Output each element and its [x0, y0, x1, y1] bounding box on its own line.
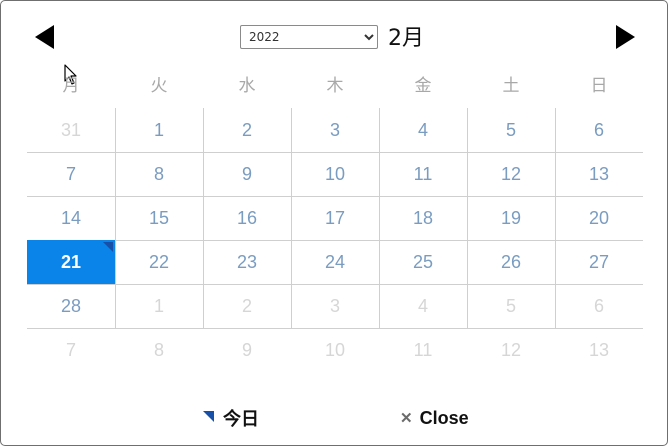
- day-cell[interactable]: 8: [153, 163, 164, 184]
- grid-divider: [27, 284, 643, 285]
- day-cell[interactable]: 16: [236, 207, 258, 228]
- mouse-pointer-icon: [64, 64, 78, 86]
- day-cell[interactable]: 11: [413, 339, 433, 360]
- grid-divider: [115, 108, 116, 328]
- weekday-label: 金: [414, 76, 432, 96]
- weekday-label: 日: [590, 76, 608, 96]
- today-button[interactable]: 今日: [203, 405, 259, 431]
- triangle-left-icon: [35, 25, 54, 49]
- weekday-label: 木: [326, 76, 344, 96]
- grid-divider: [555, 108, 556, 328]
- day-cell[interactable]: 6: [593, 119, 604, 140]
- grid-divider: [379, 108, 380, 328]
- day-cell[interactable]: 3: [329, 119, 340, 140]
- day-cell[interactable]: 9: [241, 339, 252, 360]
- day-cell[interactable]: 12: [500, 163, 522, 184]
- day-cell[interactable]: 24: [324, 251, 346, 272]
- month-label: 2月: [388, 26, 424, 51]
- day-cell[interactable]: 7: [65, 339, 76, 360]
- weekday-label: 火: [150, 76, 168, 96]
- day-cell[interactable]: 10: [324, 339, 346, 360]
- day-cell[interactable]: 7: [65, 163, 76, 184]
- next-month-button[interactable]: [615, 25, 635, 49]
- day-cell[interactable]: 6: [593, 295, 604, 316]
- day-cell[interactable]: 28: [60, 295, 82, 316]
- day-cell[interactable]: 1: [153, 119, 164, 140]
- prev-month-button[interactable]: [35, 25, 55, 49]
- weekday-label: 水: [238, 76, 256, 96]
- x-icon: ✕: [400, 410, 413, 427]
- day-cell[interactable]: 8: [153, 339, 164, 360]
- day-cell[interactable]: 4: [417, 295, 428, 316]
- day-cell[interactable]: 13: [588, 339, 610, 360]
- day-cell[interactable]: 17: [324, 207, 346, 228]
- year-select[interactable]: 20202021202220232024: [240, 25, 378, 49]
- grid-divider: [27, 196, 643, 197]
- day-cell[interactable]: 3: [329, 295, 340, 316]
- day-cell[interactable]: 13: [588, 163, 610, 184]
- day-cell[interactable]: 2: [241, 119, 252, 140]
- day-cell[interactable]: 14: [60, 207, 82, 228]
- close-button[interactable]: ✕ Close: [400, 405, 469, 431]
- day-cell[interactable]: 2: [241, 295, 252, 316]
- grid-divider: [27, 152, 643, 153]
- grid-divider: [467, 108, 468, 328]
- day-cell[interactable]: 9: [241, 163, 252, 184]
- weekday-label: 土: [502, 76, 520, 96]
- day-cell[interactable]: 15: [148, 207, 170, 228]
- day-cell[interactable]: 18: [412, 207, 434, 228]
- day-cell[interactable]: 10: [324, 163, 346, 184]
- day-cell[interactable]: 1: [153, 295, 164, 316]
- grid-divider: [203, 108, 204, 328]
- day-cell[interactable]: 25: [412, 251, 434, 272]
- corner-triangle-icon: [203, 410, 214, 422]
- day-grid: 31 1 2 3 4 5 6 7 8 9 10 11 12 13 14 15 16 17 18 19 20 21 22 23 2…: [27, 108, 643, 372]
- triangle-right-icon: [616, 25, 635, 49]
- day-cell[interactable]: 5: [505, 295, 516, 316]
- day-cell[interactable]: 27: [588, 251, 610, 272]
- day-cell[interactable]: 4: [417, 119, 428, 140]
- day-cell[interactable]: 19: [500, 207, 522, 228]
- weekday-header-row: 月火水木金土日: [27, 71, 643, 99]
- close-label: Close: [419, 407, 469, 428]
- grid-divider: [291, 108, 292, 328]
- day-cell[interactable]: 20: [588, 207, 610, 228]
- day-cell[interactable]: 22: [148, 251, 170, 272]
- weekday-label: 月: [62, 76, 80, 96]
- day-cell[interactable]: 11: [413, 163, 433, 184]
- grid-divider: [27, 328, 643, 329]
- day-cell[interactable]: 31: [60, 119, 82, 140]
- grid-divider: [27, 240, 643, 241]
- day-cell[interactable]: 23: [236, 251, 258, 272]
- day-cell[interactable]: 26: [500, 251, 522, 272]
- day-cell[interactable]: 21: [27, 240, 115, 284]
- day-cell[interactable]: 5: [505, 119, 516, 140]
- today-label: 今日: [223, 409, 259, 429]
- day-cell[interactable]: 12: [500, 339, 522, 360]
